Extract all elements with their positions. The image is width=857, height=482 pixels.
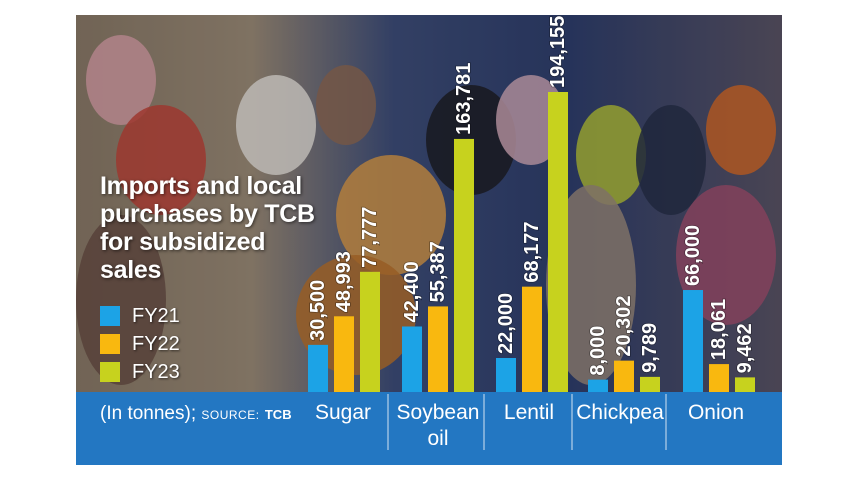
source-name: TCB — [264, 407, 292, 422]
legend-item-fy21: FY21 — [100, 305, 180, 327]
legend-item-fy23: FY23 — [100, 361, 180, 383]
data-label-sugar-fy22: 48,993 — [333, 251, 355, 312]
bar-soybean-oil-fy23 — [454, 138, 474, 392]
bar-chickpea-fy23 — [640, 376, 660, 392]
unit-text: (In tonnes); — [100, 403, 197, 424]
bar-onion-fy23 — [735, 377, 755, 392]
data-label-onion-fy23: 9,462 — [734, 323, 756, 373]
bar-sugar-fy21 — [308, 344, 328, 392]
bar-onion-fy22 — [709, 364, 729, 392]
legend-swatch — [100, 306, 120, 326]
data-label-lentil-fy21: 22,000 — [495, 293, 517, 354]
data-label-onion-fy22: 18,061 — [708, 299, 730, 360]
unit-source-note: (In tonnes); SOURCE: TCB — [100, 403, 292, 425]
data-label-soybean-oil-fy23: 163,781 — [453, 63, 475, 135]
legend-item-fy22: FY22 — [100, 333, 180, 355]
legend-swatch — [100, 362, 120, 382]
data-label-chickpea-fy21: 8,000 — [587, 326, 609, 376]
source-label: SOURCE: — [201, 408, 260, 422]
data-label-sugar-fy21: 30,500 — [307, 280, 329, 341]
bar-lentil-fy22 — [522, 286, 542, 392]
category-band — [76, 392, 782, 465]
category-label-sugar: Sugar — [314, 401, 372, 424]
category-label-soybean-oil: Soybean oil — [396, 401, 480, 450]
data-label-chickpea-fy22: 20,302 — [613, 295, 635, 356]
bar-chickpea-fy22 — [614, 360, 634, 392]
bar-sugar-fy23 — [360, 271, 380, 392]
bar-soybean-oil-fy21 — [402, 326, 422, 392]
data-label-lentil-fy22: 68,177 — [521, 221, 543, 282]
data-label-chickpea-fy23: 9,789 — [639, 323, 661, 373]
category-label-lentil: Lentil — [503, 401, 555, 424]
bar-sugar-fy22 — [334, 316, 354, 392]
data-label-onion-fy21: 66,000 — [682, 225, 704, 286]
legend-label: FY21 — [132, 304, 180, 327]
bar-chickpea-fy21 — [588, 379, 608, 392]
legend-swatch — [100, 334, 120, 354]
bar-lentil-fy21 — [496, 358, 516, 392]
bar-onion-fy21 — [683, 290, 703, 392]
category-label-onion: Onion — [687, 401, 745, 424]
data-label-lentil-fy23: 194,155 — [547, 16, 569, 88]
bar-lentil-fy23 — [548, 92, 568, 392]
data-label-soybean-oil-fy22: 55,387 — [427, 241, 449, 302]
bar-soybean-oil-fy22 — [428, 306, 448, 392]
legend-label: FY22 — [132, 332, 180, 355]
legend-label: FY23 — [132, 360, 180, 383]
data-label-sugar-fy23: 77,777 — [359, 207, 381, 268]
chart-title: Imports and local purchases by TCB for s… — [100, 172, 315, 284]
category-label-chickpea: Chickpea — [576, 401, 664, 424]
data-label-soybean-oil-fy21: 42,400 — [401, 261, 423, 322]
